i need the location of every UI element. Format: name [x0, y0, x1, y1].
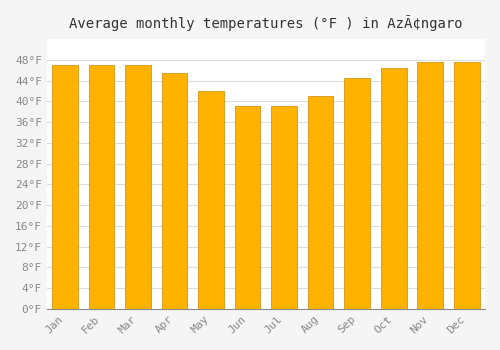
Bar [272, 106, 297, 309]
Title: Average monthly temperatures (°F ) in AzÃ¢ngaro: Average monthly temperatures (°F ) in Az… [69, 15, 462, 31]
Bar [198, 91, 224, 309]
Bar [52, 65, 78, 309]
Bar [418, 62, 443, 309]
Bar [454, 62, 479, 309]
Bar [162, 73, 188, 309]
Bar [235, 106, 260, 309]
Bar [381, 68, 406, 309]
Bar [126, 65, 151, 309]
Bar [344, 78, 370, 309]
Bar [89, 65, 114, 309]
Bar [308, 96, 334, 309]
